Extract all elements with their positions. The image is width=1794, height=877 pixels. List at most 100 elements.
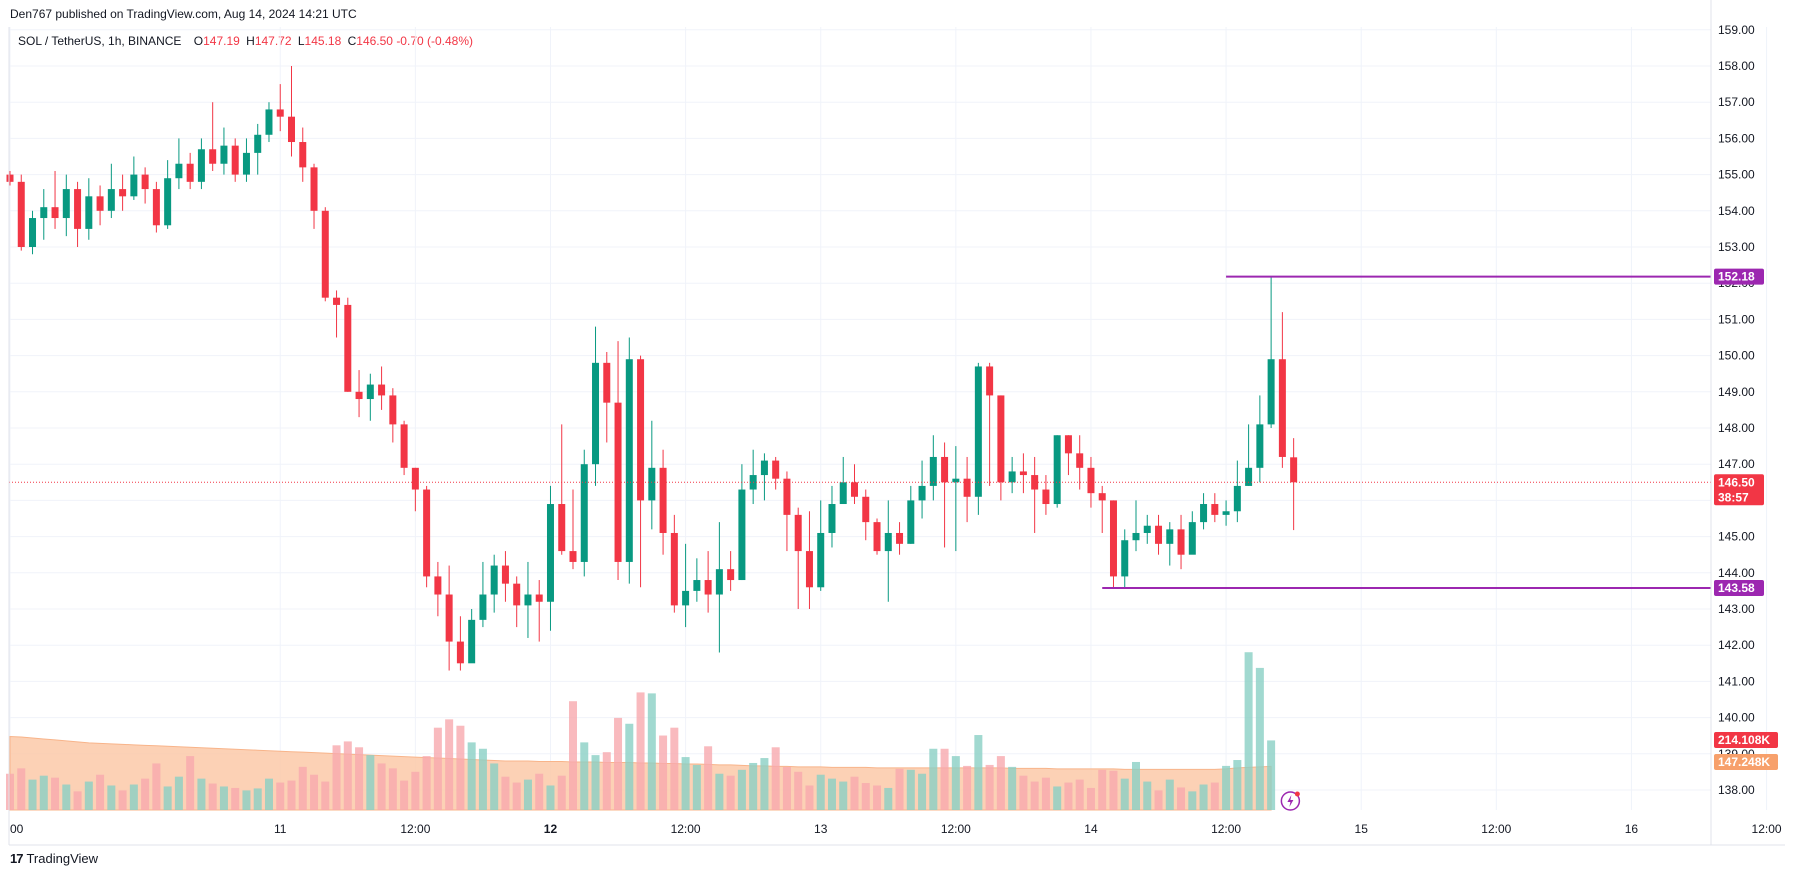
volume-bar	[1177, 787, 1186, 810]
legend-symbol[interactable]: SOL / TetherUS, 1h, BINANCE	[18, 34, 182, 48]
candle	[479, 561, 487, 628]
volume-bar	[512, 782, 521, 810]
volume-bar	[805, 785, 814, 810]
candle-body	[321, 210, 329, 298]
candle-body	[637, 359, 645, 501]
candle-body	[772, 460, 780, 479]
volume-bar	[1222, 765, 1231, 810]
tradingview-logo[interactable]: 17 TradingView	[10, 851, 98, 866]
volume-bar	[929, 748, 938, 810]
x-tick-label: 12:00	[1211, 822, 1241, 836]
candle-body	[254, 134, 262, 153]
volume-bar	[546, 785, 555, 810]
candle	[772, 456, 780, 490]
volume-bar	[96, 774, 105, 810]
volume-bar	[501, 776, 510, 810]
candle-body	[986, 366, 994, 396]
volume-bar	[298, 766, 307, 810]
volume-bar	[219, 786, 228, 810]
candle-body	[288, 116, 295, 143]
volume-bar	[28, 779, 37, 810]
volume-bar	[985, 764, 994, 810]
axes: 138.00139.00140.00141.00142.00143.00144.…	[8, 0, 1785, 846]
candle	[366, 373, 374, 421]
candle	[896, 522, 904, 555]
candle	[17, 174, 25, 251]
candle-body	[152, 189, 160, 226]
candle	[704, 551, 712, 613]
support-tag	[1714, 580, 1764, 597]
candle-body	[1121, 540, 1129, 577]
volume-bar	[411, 771, 420, 810]
x-tick-label: 12:00	[400, 822, 430, 836]
candle-body	[682, 590, 690, 606]
candle	[1053, 435, 1061, 508]
volume-bar	[400, 780, 409, 810]
volume-bar	[782, 766, 791, 810]
volume-bar	[107, 785, 116, 810]
candle	[929, 435, 937, 501]
candle	[344, 297, 352, 392]
volume-bar	[276, 782, 285, 810]
volume-bar	[1188, 791, 1197, 810]
volume-bar	[614, 717, 623, 810]
candle-body	[1155, 525, 1163, 544]
candle	[670, 514, 678, 613]
x-tick-label: 12:00	[671, 822, 701, 836]
publisher-line: Den767 published on TradingView.com, Aug…	[10, 7, 357, 21]
volume-bar	[1244, 652, 1253, 810]
volume-bar	[580, 742, 589, 810]
lightning-icon[interactable]	[1280, 791, 1301, 811]
candle-body	[997, 395, 1005, 483]
candle-body	[164, 178, 172, 226]
volume-bar	[1053, 786, 1062, 810]
candle	[727, 551, 735, 591]
candle	[648, 420, 656, 530]
candle-body	[175, 163, 183, 179]
y-tick-label: 142.00	[1718, 638, 1755, 652]
candle	[231, 138, 239, 182]
candle	[411, 467, 419, 512]
candle-body	[851, 482, 858, 497]
candle	[490, 554, 498, 613]
level-lines[interactable]	[9, 275, 1711, 590]
candle-body	[1245, 467, 1253, 486]
volume-bar	[1064, 782, 1073, 810]
candle-body	[1008, 471, 1016, 483]
candle-body	[299, 142, 307, 168]
volume-bar	[1019, 775, 1028, 810]
candle	[851, 464, 858, 505]
legend-close: 146.50	[356, 34, 393, 48]
candle	[986, 362, 994, 486]
candle	[400, 420, 408, 476]
volume-bar	[377, 763, 386, 810]
legend-high: 147.72	[254, 34, 292, 48]
volume-bar	[647, 693, 656, 810]
volume-bar	[1132, 761, 1140, 810]
y-tick-label: 149.00	[1718, 385, 1755, 399]
volume-bar	[141, 778, 150, 810]
volume-bar	[118, 790, 127, 810]
candle-body	[85, 196, 93, 229]
candle-body	[1132, 532, 1140, 541]
candle-body	[1256, 424, 1264, 468]
volume-last-tag	[1714, 732, 1778, 748]
candle-body	[445, 594, 453, 642]
candle-body	[535, 594, 543, 602]
candle-body	[941, 456, 949, 483]
candle	[817, 500, 825, 591]
volume-bar	[1008, 766, 1017, 810]
candle-body	[1109, 500, 1117, 577]
y-tick-label: 150.00	[1718, 349, 1755, 363]
candle	[513, 576, 521, 628]
candle	[907, 485, 915, 544]
candle	[828, 485, 836, 548]
x-tick-label: 00	[10, 822, 24, 836]
volume-bar	[1109, 770, 1118, 810]
legend-open: 147.19	[203, 34, 240, 48]
x-tick-label: 12:00	[941, 822, 971, 836]
candle	[873, 518, 881, 555]
candle	[1008, 456, 1016, 494]
candle-body	[569, 551, 577, 562]
